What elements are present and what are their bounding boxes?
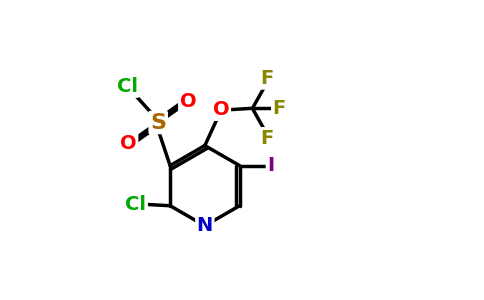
- Text: F: F: [272, 99, 286, 118]
- Text: O: O: [120, 134, 137, 153]
- Text: O: O: [180, 92, 196, 111]
- Text: F: F: [261, 129, 274, 148]
- Text: O: O: [213, 100, 229, 119]
- Text: I: I: [267, 156, 274, 175]
- Text: N: N: [197, 216, 213, 235]
- Text: Cl: Cl: [117, 77, 137, 96]
- Text: Cl: Cl: [125, 195, 147, 214]
- Text: S: S: [150, 112, 166, 133]
- Text: F: F: [261, 69, 274, 88]
